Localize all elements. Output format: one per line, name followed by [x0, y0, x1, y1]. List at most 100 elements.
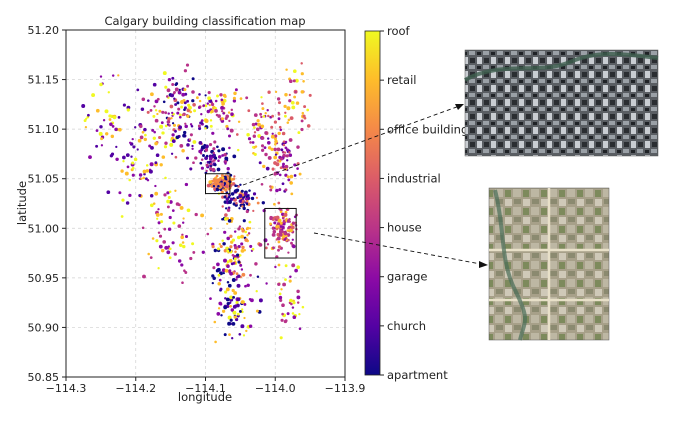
scatter-point	[151, 237, 155, 240]
scatter-point	[155, 239, 159, 243]
scatter-point	[277, 201, 281, 205]
scatter-point	[287, 226, 290, 230]
scatter-point	[258, 242, 263, 247]
scatter-point	[229, 271, 233, 276]
scatter-point	[168, 215, 172, 220]
scatter-point	[230, 262, 234, 266]
scatter-point	[284, 264, 288, 268]
x-tick-label: −114.0	[255, 382, 296, 395]
scatter-point	[167, 78, 172, 82]
scatter-point	[224, 290, 228, 294]
scatter-point	[253, 131, 257, 134]
scatter-point	[223, 248, 228, 253]
scatter-point	[184, 182, 189, 187]
scatter-point	[298, 172, 302, 176]
scatter-point	[284, 93, 288, 97]
scatter-point	[271, 167, 275, 171]
scatter-point	[159, 212, 163, 216]
scatter-point	[181, 92, 186, 97]
scatter-point	[221, 309, 226, 313]
scatter-point	[87, 113, 90, 117]
scatter-point	[294, 78, 299, 83]
scatter-point	[278, 125, 282, 129]
scatter-point	[241, 245, 245, 250]
scatter-point	[262, 115, 266, 118]
scatter-point	[226, 236, 230, 241]
y-tick-label: 51.20	[28, 24, 60, 37]
scatter-point	[222, 271, 225, 275]
scatter-point	[286, 159, 289, 162]
scatter-point	[105, 132, 109, 136]
scatter-point	[126, 108, 130, 112]
scatter-point	[98, 131, 103, 136]
scatter-point	[152, 114, 156, 118]
scatter-point	[285, 68, 288, 71]
scatter-point	[288, 279, 292, 283]
scatter-point	[188, 138, 192, 141]
scatter-point	[217, 159, 220, 162]
scatter-point	[221, 217, 224, 221]
scatter-point	[168, 247, 172, 251]
scatter-point	[297, 131, 301, 135]
scatter-point	[211, 102, 215, 107]
scatter-point	[234, 317, 239, 322]
scatter-point	[251, 122, 256, 127]
scatter-point	[210, 109, 214, 114]
scatter-point	[218, 242, 222, 246]
scatter-point	[100, 137, 104, 141]
scatter-point	[285, 234, 288, 238]
scatter-point	[132, 145, 136, 149]
scatter-point	[273, 155, 278, 160]
scatter-point	[281, 182, 285, 186]
scatter-point	[234, 304, 238, 308]
scatter-point	[138, 193, 142, 198]
scatter-point	[186, 208, 191, 213]
scatter-point	[198, 99, 202, 103]
scatter-point	[267, 155, 272, 160]
scatter-point	[150, 92, 154, 97]
scatter-point	[252, 134, 256, 138]
scatter-point	[277, 245, 282, 249]
scatter-point	[215, 113, 219, 117]
scatter-point	[234, 184, 237, 187]
scatter-point	[210, 156, 213, 159]
scatter-point	[185, 63, 190, 67]
scatter-point	[277, 101, 282, 105]
scatter-point	[224, 184, 229, 189]
scatter-point	[184, 234, 189, 239]
scatter-point	[286, 121, 290, 124]
scatter-point	[108, 114, 112, 118]
scatter-point	[251, 146, 255, 149]
scatter-point	[172, 221, 176, 225]
scatter-point	[128, 178, 131, 182]
scatter-point	[102, 119, 106, 122]
scatter-point	[242, 206, 246, 211]
scatter-point	[111, 74, 115, 77]
scatter-point	[142, 274, 146, 279]
scatter-point	[273, 134, 278, 138]
scatter-point	[181, 281, 184, 284]
scatter-point	[232, 177, 236, 181]
scatter-point	[176, 111, 180, 115]
scatter-point	[226, 249, 230, 253]
scatter-point	[216, 167, 221, 172]
scatter-point	[269, 222, 272, 226]
scatter-point	[212, 177, 216, 181]
scatter-point	[183, 69, 188, 73]
scatter-point	[226, 167, 230, 171]
scatter-point	[212, 153, 216, 157]
scatter-point	[177, 90, 182, 95]
scatter-point	[283, 212, 288, 217]
colorbar	[364, 30, 381, 376]
scatter-point	[228, 269, 232, 273]
scatter-point	[220, 314, 223, 317]
colorbar-label: roof	[387, 24, 411, 38]
scatter-point	[236, 297, 241, 302]
scatter-point	[159, 163, 163, 167]
scatter-point	[141, 130, 145, 134]
scatter-point	[288, 93, 291, 97]
scatter-point	[156, 97, 160, 101]
scatter-point	[284, 278, 287, 281]
scatter-point	[138, 173, 143, 177]
scatter-point	[293, 69, 297, 73]
